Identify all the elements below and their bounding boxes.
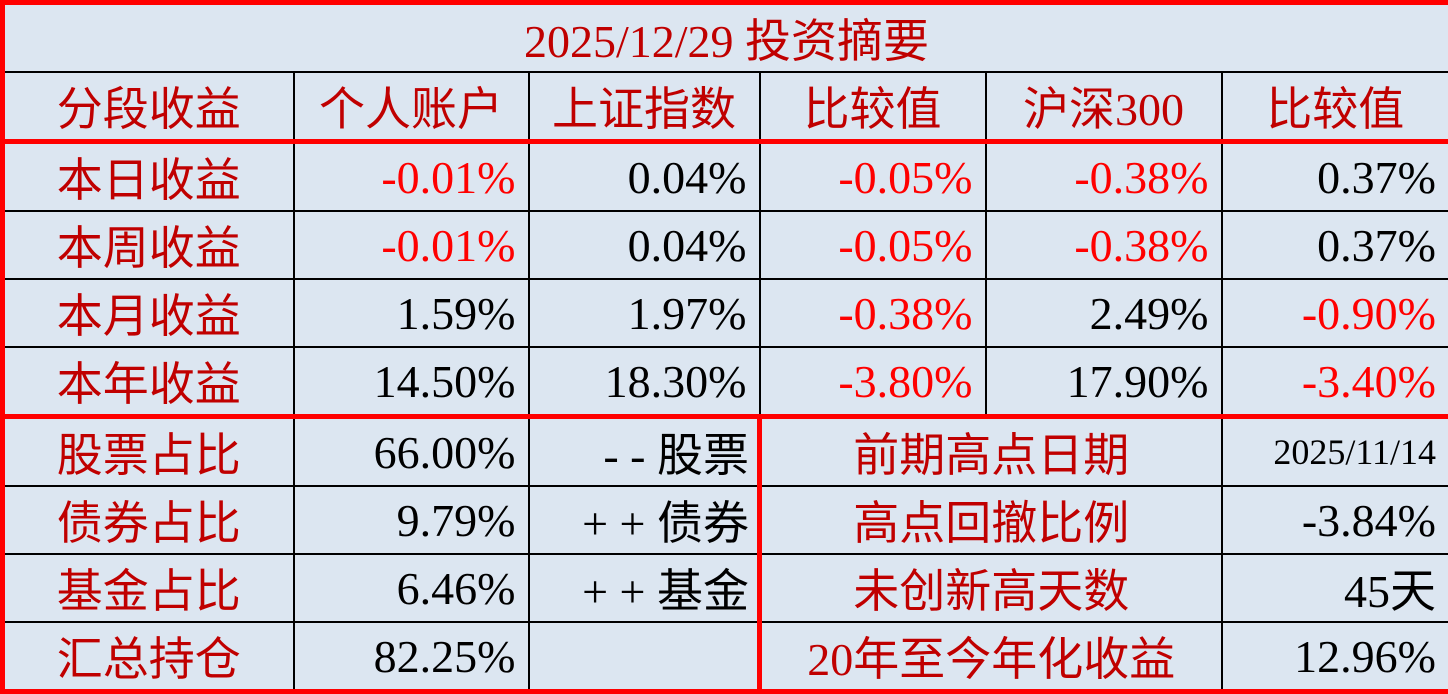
stats-label-cell: 未创新高天数 <box>760 554 1222 622</box>
table-row-fund-allocation: 基金占比 6.46% + + 基金 未创新高天数 45天 <box>3 554 1448 622</box>
table-row-daily-return: 本日收益 -0.01% 0.04% -0.05% -0.38% 0.37% <box>3 142 1448 212</box>
row-label-cell: 本月收益 <box>3 279 294 347</box>
col-header-hs300: 沪深300 <box>986 72 1222 142</box>
row-label-cell: 本年收益 <box>3 347 294 417</box>
allocation-value-cell: 9.79% <box>294 486 529 554</box>
allocation-value-cell: 66.00% <box>294 417 529 487</box>
personal-value-cell: -0.01% <box>294 142 529 212</box>
table-row-yearly-return: 本年收益 14.50% 18.30% -3.80% 17.90% -3.40% <box>3 347 1448 417</box>
compare1-value-cell: -0.05% <box>760 211 986 279</box>
hs300-value-cell: 2.49% <box>986 279 1222 347</box>
stats-value-cell: 45天 <box>1222 554 1448 622</box>
compare2-value-cell: -0.90% <box>1222 279 1448 347</box>
personal-value-cell: -0.01% <box>294 211 529 279</box>
compare2-value-cell: 0.37% <box>1222 142 1448 212</box>
title-row: 2025/12/29 投资摘要 <box>3 3 1448 73</box>
shanghai-value-cell: 0.04% <box>529 211 760 279</box>
hs300-value-cell: 17.90% <box>986 347 1222 417</box>
row-label-cell: 基金占比 <box>3 554 294 622</box>
table-row-monthly-return: 本月收益 1.59% 1.97% -0.38% 2.49% -0.90% <box>3 279 1448 347</box>
col-header-shanghai-index: 上证指数 <box>529 72 760 142</box>
row-label-cell: 汇总持仓 <box>3 622 294 692</box>
personal-value-cell: 1.59% <box>294 279 529 347</box>
col-header-compare-1: 比较值 <box>760 72 986 142</box>
shanghai-value-cell: 0.04% <box>529 142 760 212</box>
allocation-value-cell: 82.25% <box>294 622 529 692</box>
shanghai-value-cell: 1.97% <box>529 279 760 347</box>
compare2-value-cell: 0.37% <box>1222 211 1448 279</box>
report-title: 2025/12/29 投资摘要 <box>3 3 1448 73</box>
allocation-note-cell: + + 基金 <box>529 554 760 622</box>
allocation-note-cell: + + 债券 <box>529 486 760 554</box>
stats-label-cell: 高点回撤比例 <box>760 486 1222 554</box>
compare1-value-cell: -0.38% <box>760 279 986 347</box>
row-label-cell: 债券占比 <box>3 486 294 554</box>
col-header-compare-2: 比较值 <box>1222 72 1448 142</box>
hs300-value-cell: -0.38% <box>986 142 1222 212</box>
table-row-stock-allocation: 股票占比 66.00% - - 股票 前期高点日期 2025/11/14 <box>3 417 1448 487</box>
stats-label-cell: 20年至今年化收益 <box>760 622 1222 692</box>
compare1-value-cell: -0.05% <box>760 142 986 212</box>
table-row-bond-allocation: 债券占比 9.79% + + 债券 高点回撤比例 -3.84% <box>3 486 1448 554</box>
col-header-personal-account: 个人账户 <box>294 72 529 142</box>
row-label-cell: 股票占比 <box>3 417 294 487</box>
allocation-value-cell: 6.46% <box>294 554 529 622</box>
stats-label-cell: 前期高点日期 <box>760 417 1222 487</box>
col-header-segment-return: 分段收益 <box>3 72 294 142</box>
stats-value-cell: 2025/11/14 <box>1222 417 1448 487</box>
compare1-value-cell: -3.80% <box>760 347 986 417</box>
compare2-value-cell: -3.40% <box>1222 347 1448 417</box>
hs300-value-cell: -0.38% <box>986 211 1222 279</box>
allocation-note-cell: - - 股票 <box>529 417 760 487</box>
shanghai-value-cell: 18.30% <box>529 347 760 417</box>
allocation-note-cell <box>529 622 760 692</box>
header-row: 分段收益 个人账户 上证指数 比较值 沪深300 比较值 <box>3 72 1448 142</box>
row-label-cell: 本周收益 <box>3 211 294 279</box>
personal-value-cell: 14.50% <box>294 347 529 417</box>
row-label-cell: 本日收益 <box>3 142 294 212</box>
stats-value-cell: 12.96% <box>1222 622 1448 692</box>
table-row-weekly-return: 本周收益 -0.01% 0.04% -0.05% -0.38% 0.37% <box>3 211 1448 279</box>
stats-value-cell: -3.84% <box>1222 486 1448 554</box>
table-row-total-position: 汇总持仓 82.25% 20年至今年化收益 12.96% <box>3 622 1448 692</box>
